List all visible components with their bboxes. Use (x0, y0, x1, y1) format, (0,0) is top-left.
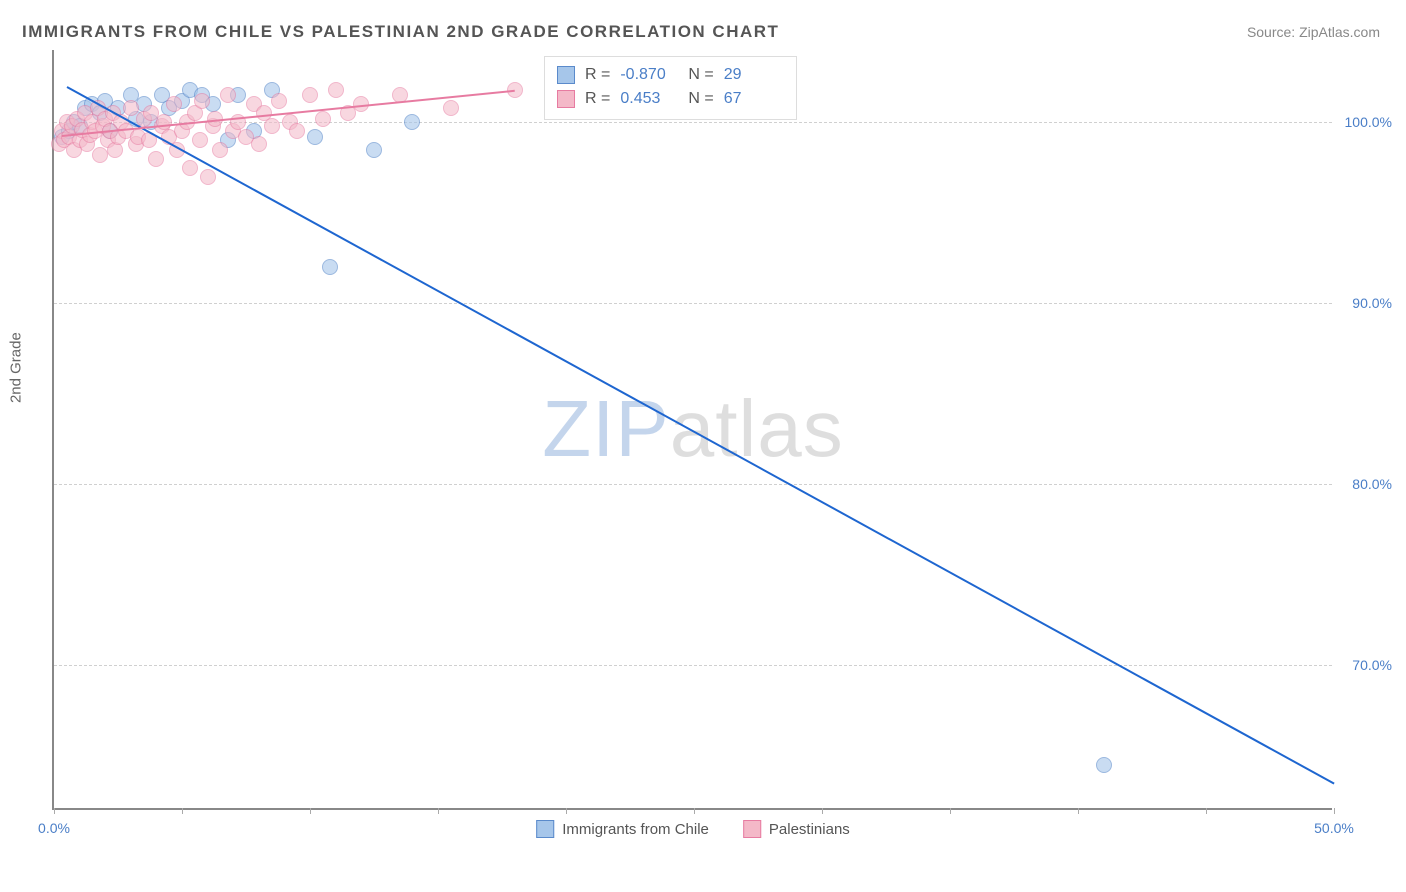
x-tick-mark (1078, 808, 1079, 814)
scatter-point (182, 160, 198, 176)
watermark-zip: ZIP (542, 384, 669, 473)
x-tick-mark (438, 808, 439, 814)
legend-item: Immigrants from Chile (536, 820, 709, 838)
r-value: 0.453 (620, 87, 678, 111)
scatter-point (271, 93, 287, 109)
legend-swatch (743, 820, 761, 838)
n-value: 67 (724, 87, 782, 111)
r-label: R = (585, 63, 610, 87)
legend-label: Palestinians (769, 821, 850, 838)
r-value: -0.870 (620, 63, 678, 87)
y-tick-label: 80.0% (1352, 476, 1392, 492)
stats-legend-row: R = 0.453 N = 67 (557, 87, 782, 111)
scatter-point (404, 114, 420, 130)
scatter-point (264, 118, 280, 134)
scatter-point (443, 100, 459, 116)
x-tick-mark (54, 808, 55, 814)
x-tick-mark (1334, 808, 1335, 814)
scatter-point (212, 142, 228, 158)
scatter-point (328, 82, 344, 98)
scatter-point (366, 142, 382, 158)
gridline (54, 484, 1332, 485)
scatter-point (289, 123, 305, 139)
x-tick-mark (566, 808, 567, 814)
legend-swatch (557, 90, 575, 108)
scatter-point (200, 169, 216, 185)
n-label: N = (688, 63, 713, 87)
legend-swatch (557, 66, 575, 84)
y-tick-label: 70.0% (1352, 657, 1392, 673)
x-tick-mark (694, 808, 695, 814)
legend-item: Palestinians (743, 820, 850, 838)
scatter-point (302, 87, 318, 103)
gridline (54, 665, 1332, 666)
scatter-point (192, 132, 208, 148)
r-label: R = (585, 87, 610, 111)
scatter-point (148, 151, 164, 167)
n-label: N = (688, 87, 713, 111)
n-value: 29 (724, 63, 782, 87)
y-axis-label: 2nd Grade (8, 332, 25, 403)
x-tick-mark (182, 808, 183, 814)
scatter-point (307, 129, 323, 145)
chart-title: IMMIGRANTS FROM CHILE VS PALESTINIAN 2ND… (22, 22, 779, 42)
source-attribution: Source: ZipAtlas.com (1247, 24, 1380, 40)
scatter-point (220, 87, 236, 103)
legend-swatch (536, 820, 554, 838)
x-tick-mark (310, 808, 311, 814)
x-tick-mark (1206, 808, 1207, 814)
stats-legend-box: R = -0.870 N = 29 R = 0.453 N = 67 (544, 56, 797, 120)
x-tick-label: 0.0% (38, 820, 70, 836)
scatter-point (166, 96, 182, 112)
chart-plot-area: ZIPatlas R =-0.870N =29R =0.453N =67 Imm… (52, 50, 1332, 810)
scatter-point (315, 111, 331, 127)
scatter-point (1096, 757, 1112, 773)
trend-line (66, 86, 1334, 784)
y-tick-label: 100.0% (1345, 114, 1392, 130)
watermark-atlas: atlas (670, 384, 844, 473)
scatter-point (251, 136, 267, 152)
legend-label: Immigrants from Chile (562, 821, 709, 838)
stats-legend-row: R = -0.870 N = 29 (557, 63, 782, 87)
watermark: ZIPatlas (542, 383, 843, 475)
y-tick-label: 90.0% (1352, 295, 1392, 311)
scatter-point (92, 147, 108, 163)
x-tick-mark (950, 808, 951, 814)
bottom-legend: Immigrants from Chile Palestinians (536, 820, 850, 838)
x-tick-label: 50.0% (1314, 820, 1354, 836)
scatter-point (322, 259, 338, 275)
scatter-point (194, 93, 210, 109)
x-tick-mark (822, 808, 823, 814)
gridline (54, 303, 1332, 304)
